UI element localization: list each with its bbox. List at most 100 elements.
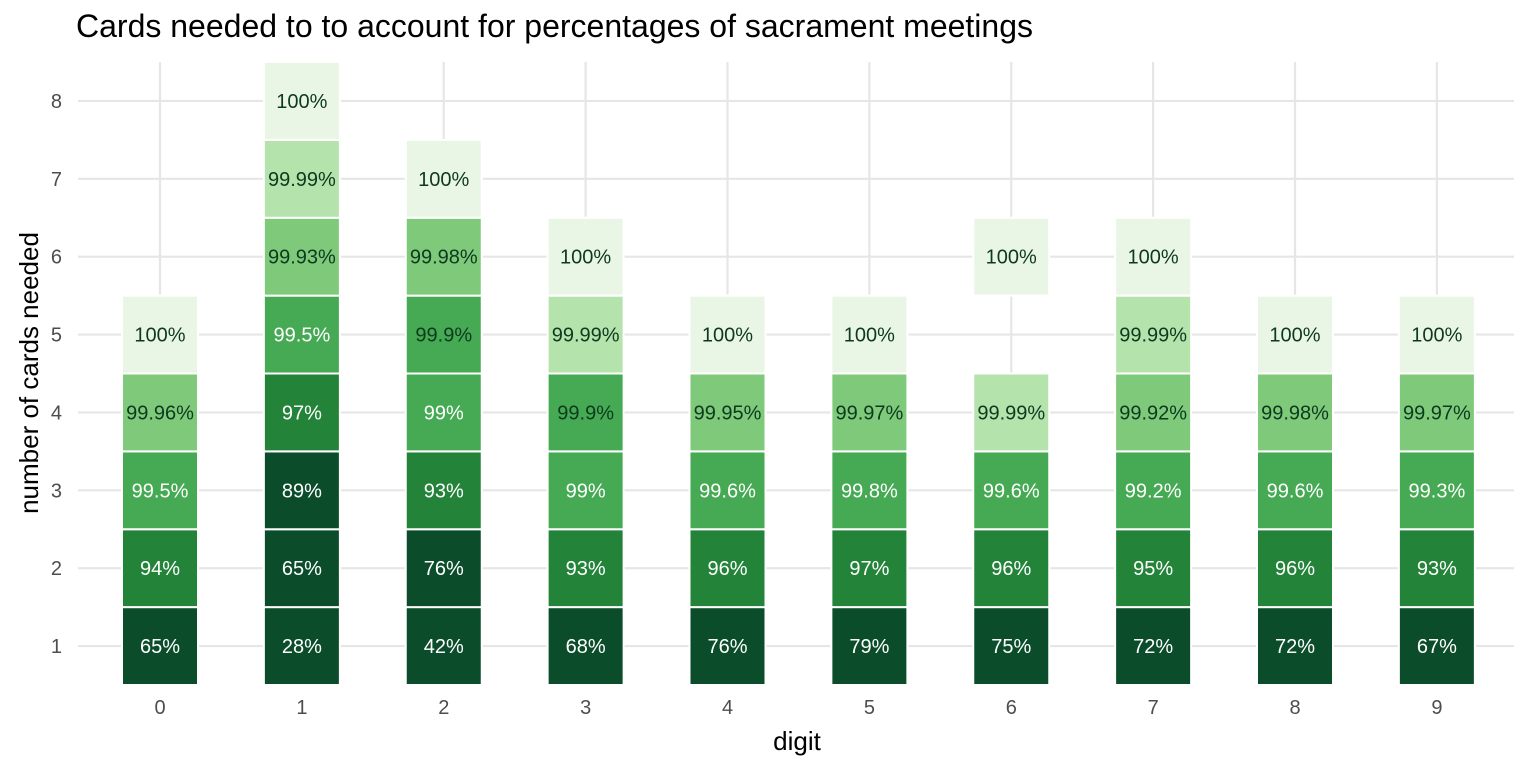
cell-label: 99.9%: [557, 402, 614, 424]
heatmap-cell: [1397, 528, 1476, 609]
heatmap-cell: [830, 372, 909, 453]
y-tick-label: 5: [51, 325, 62, 347]
heatmap-cell: [404, 450, 483, 531]
cell-label: 99.8%: [841, 480, 898, 502]
x-tick-label: 6: [1006, 697, 1017, 719]
heatmap-cell: [972, 372, 1051, 453]
heatmap-cells: [121, 61, 1476, 686]
heatmap-cell: [262, 294, 341, 375]
cell-label: 65%: [282, 558, 322, 580]
heatmap-cell: [1256, 528, 1334, 609]
cell-label: 100%: [418, 169, 469, 191]
heatmap-cell: [830, 294, 909, 375]
heatmap-cell: [546, 606, 625, 686]
heatmap-cell: [830, 450, 909, 531]
heatmap-cell: [1397, 450, 1476, 531]
heatmap-cell: [546, 372, 625, 453]
cell-label: 99.98%: [1261, 402, 1329, 424]
cell-label: 100%: [986, 247, 1037, 269]
cell-label: 79%: [849, 636, 889, 658]
cell-label: 99.6%: [983, 480, 1040, 502]
heatmap-cell: [688, 372, 767, 453]
heatmap-cell: [262, 372, 341, 453]
cell-label: 96%: [1275, 558, 1315, 580]
heatmap-cell: [972, 528, 1051, 609]
cell-label: 96%: [707, 558, 747, 580]
cell-label: 100%: [134, 325, 185, 347]
x-tick-label: 4: [722, 697, 733, 719]
cell-label: 89%: [282, 480, 322, 502]
cell-label: 94%: [140, 558, 180, 580]
x-tick-label: 5: [864, 697, 875, 719]
cell-label: 76%: [424, 558, 464, 580]
cell-label: 97%: [282, 402, 322, 424]
heatmap-cell: [1114, 216, 1193, 297]
cell-label: 100%: [1269, 325, 1320, 347]
y-tick-label: 6: [51, 247, 62, 269]
cell-label: 68%: [566, 636, 606, 658]
cell-label: 99.92%: [1119, 402, 1187, 424]
heatmap-cell: [404, 528, 483, 609]
cell-label: 72%: [1275, 636, 1315, 658]
cell-label: 99.99%: [268, 169, 336, 191]
cell-label: 100%: [560, 247, 611, 269]
cell-label: 99.97%: [1403, 402, 1471, 424]
cell-label: 99.98%: [410, 247, 478, 269]
y-tick-label: 1: [51, 636, 62, 658]
heatmap-cell: [1256, 450, 1334, 531]
chart-title: Cards needed to to account for percentag…: [76, 8, 1033, 44]
heatmap-cell: [1114, 294, 1193, 375]
cell-label: 100%: [702, 325, 753, 347]
cell-label: 72%: [1133, 636, 1173, 658]
cell-label: 75%: [991, 636, 1031, 658]
axes: 0 1 2 3 4 5 6 7 8 9 1 2 3 4 5 6 7 8: [51, 91, 1443, 719]
heatmap-cell: [546, 450, 625, 531]
cell-label: 99%: [566, 480, 606, 502]
cell-label: 99.3%: [1409, 480, 1466, 502]
heatmap-cell: [1256, 372, 1334, 453]
heatmap-cell: [546, 216, 625, 297]
cell-label: 93%: [424, 480, 464, 502]
heatmap-cell: [1256, 294, 1334, 375]
heatmap-cell: [1114, 450, 1193, 531]
cell-label: 99.99%: [1119, 325, 1187, 347]
heatmap-cell: [404, 372, 483, 453]
cell-label: 99.96%: [126, 402, 194, 424]
heatmap-cell: [830, 528, 909, 609]
cell-label: 100%: [1128, 247, 1179, 269]
heatmap-cell: [546, 294, 625, 375]
cell-label: 67%: [1417, 636, 1457, 658]
heatmap-cell: [262, 528, 341, 609]
y-tick-label: 4: [51, 402, 62, 424]
cell-label: 99%: [424, 402, 464, 424]
cell-label: 76%: [707, 636, 747, 658]
cell-label: 99.5%: [274, 325, 331, 347]
cell-label: 97%: [849, 558, 889, 580]
x-tick-label: 9: [1431, 697, 1442, 719]
heatmap-cell: [972, 606, 1051, 686]
cell-labels: 65% 94% 99.5% 99.96% 100% 28% 65% 89% 97% 99.5% 99…: [126, 91, 1471, 658]
x-axis-title: digit: [773, 726, 821, 756]
heatmap-cell: [972, 216, 1051, 297]
cell-label: 99.9%: [415, 325, 472, 347]
cell-label: 96%: [991, 558, 1031, 580]
heatmap-cell: [121, 528, 199, 609]
heatmap-cell: [1397, 294, 1476, 375]
cell-label: 42%: [424, 636, 464, 658]
cell-label: 99.97%: [835, 402, 903, 424]
x-tick-label: 7: [1148, 697, 1159, 719]
cell-label: 100%: [1411, 325, 1462, 347]
cell-label: 99.6%: [1267, 480, 1324, 502]
heatmap-cell: [688, 294, 767, 375]
heatmap-cell: [1397, 606, 1476, 686]
cell-label: 100%: [276, 91, 327, 113]
heatmap-cell: [830, 606, 909, 686]
cell-label: 95%: [1133, 558, 1173, 580]
y-tick-label: 3: [51, 480, 62, 502]
heatmap-cell: [404, 138, 483, 219]
cell-label: 99.6%: [699, 480, 756, 502]
x-tick-label: 2: [438, 697, 449, 719]
x-tick-label: 1: [296, 697, 307, 719]
x-tick-label: 8: [1289, 697, 1300, 719]
